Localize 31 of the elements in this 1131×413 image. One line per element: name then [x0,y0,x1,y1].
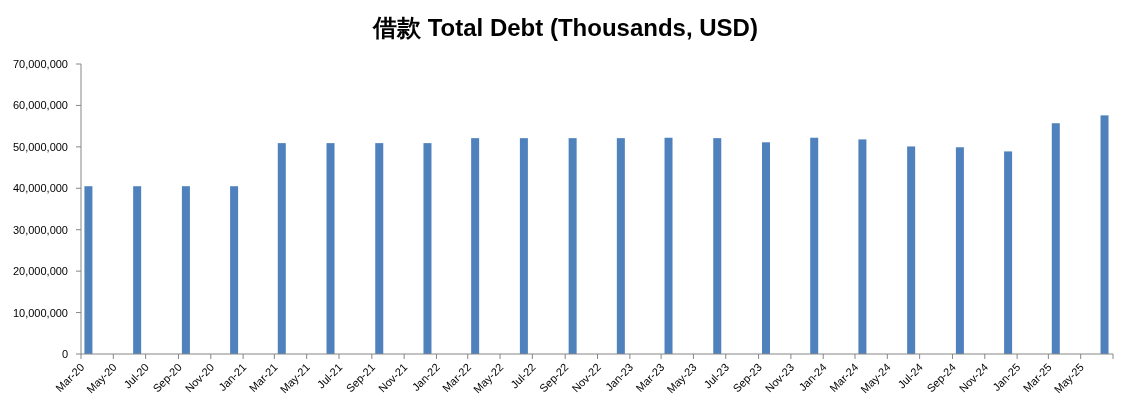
bar [568,138,577,354]
y-tick-label: 50,000,000 [12,140,68,153]
bar [181,186,190,354]
y-tick-label: 0 [61,348,68,360]
bar [907,146,916,354]
bar [519,138,528,354]
bar [84,186,93,354]
bar [471,138,480,354]
y-tick-label: 70,000,000 [12,58,68,70]
bar [423,143,432,354]
bar [277,143,286,354]
y-tick-label: 40,000,000 [12,182,68,195]
bar [1051,123,1060,354]
bar [713,138,722,354]
y-tick-label: 60,000,000 [12,99,68,112]
y-tick-label: 10,000,000 [12,306,68,319]
bar [810,137,819,354]
bar [664,137,673,354]
y-tick-label: 30,000,000 [12,223,68,236]
bar [616,138,625,354]
bar [1004,151,1013,354]
bar [133,186,142,354]
bar [375,143,384,354]
chart-title: 借款 Total Debt (Thousands, USD) [372,14,758,41]
y-tick-label: 20,000,000 [12,265,68,278]
bar [955,147,964,354]
bar [762,142,770,354]
bar [1100,115,1109,354]
bar [230,186,239,354]
bar [326,143,335,354]
bar [858,139,867,354]
